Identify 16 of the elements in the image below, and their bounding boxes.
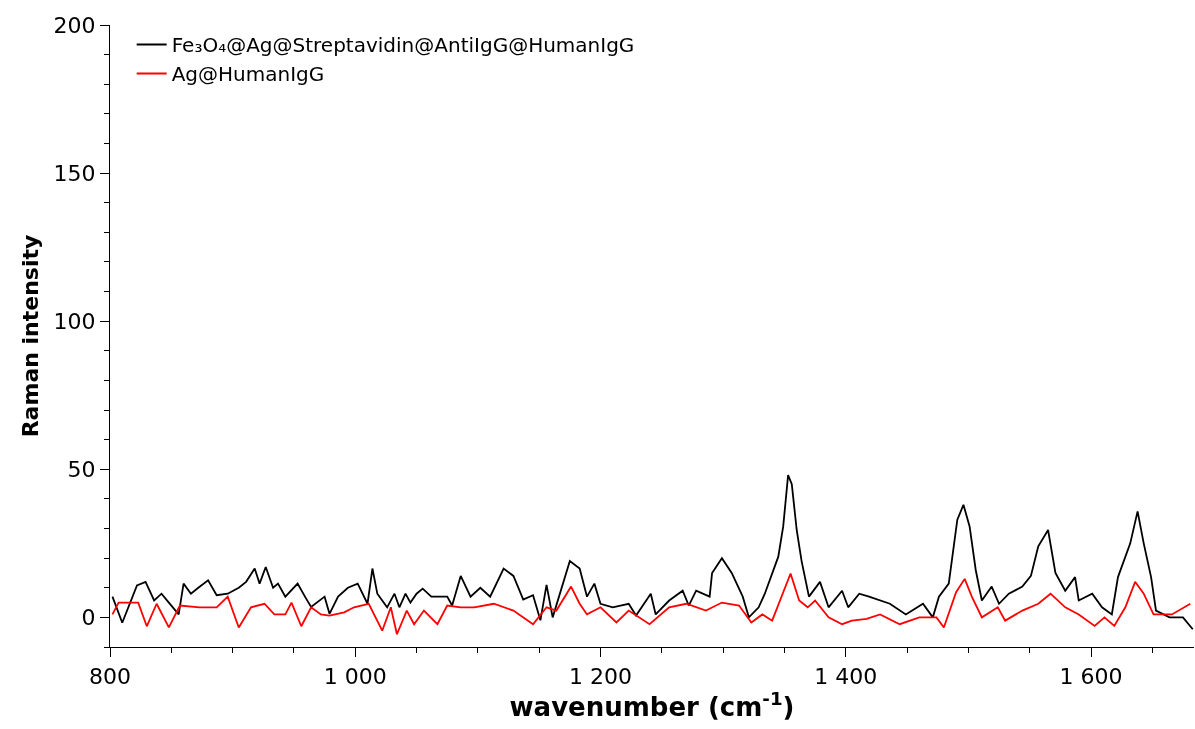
y-tick-label: 200 [53, 12, 96, 38]
y-tick-label: 100 [53, 308, 96, 334]
x-tick-label: 1 400 [814, 663, 878, 689]
x-tick-label: 800 [89, 663, 131, 689]
y-tick-label: 50 [67, 456, 96, 482]
x-tick-label: 1 200 [569, 663, 632, 689]
x-tick-label: 1 600 [1059, 663, 1123, 689]
x-tick-label: 1 000 [323, 663, 387, 689]
line-series [111, 474, 1194, 631]
y-tick-label: 150 [53, 160, 96, 186]
x-axis-title: wavenumber (cm$^{-1}$) [509, 688, 795, 723]
line-series [111, 572, 1192, 636]
y-axis-title: Raman intensity [18, 234, 44, 438]
y-tick-label: 0 [81, 605, 96, 631]
legend-label: Fe₃O₄@Ag@Streptavidin@AntiIgG@HumanIgG [171, 33, 635, 58]
legend-label: Ag@HumanIgG [171, 62, 325, 87]
